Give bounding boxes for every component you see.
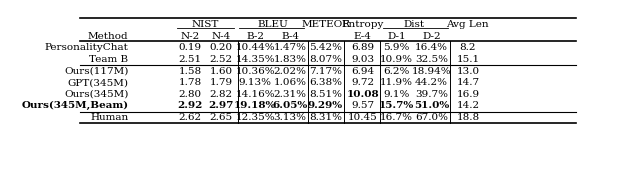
Text: 1.83%: 1.83% (273, 55, 307, 64)
Text: 9.1%: 9.1% (383, 90, 410, 99)
Text: 14.16%: 14.16% (236, 90, 275, 99)
Text: 6.05%: 6.05% (273, 101, 308, 110)
Text: 5.9%: 5.9% (383, 43, 410, 52)
Text: 14.7: 14.7 (456, 78, 479, 87)
Text: N-2: N-2 (180, 32, 200, 41)
Text: 11.9%: 11.9% (380, 78, 413, 87)
Text: 6.2%: 6.2% (383, 67, 410, 76)
Text: Ours(117M): Ours(117M) (64, 67, 129, 76)
Text: Team B: Team B (89, 55, 129, 64)
Text: 2.51: 2.51 (179, 55, 202, 64)
Text: 10.36%: 10.36% (236, 67, 275, 76)
Text: 1.58: 1.58 (179, 67, 202, 76)
Text: Method: Method (88, 32, 129, 41)
Text: 2.97: 2.97 (209, 101, 234, 110)
Text: 19.18%: 19.18% (234, 101, 276, 110)
Text: D-2: D-2 (422, 32, 441, 41)
Text: 0.19: 0.19 (179, 43, 202, 52)
Text: 8.51%: 8.51% (309, 90, 342, 99)
Text: 18.94%: 18.94% (412, 67, 451, 76)
Text: E-4: E-4 (354, 32, 372, 41)
Text: 9.13%: 9.13% (239, 78, 272, 87)
Text: 8.31%: 8.31% (309, 113, 342, 122)
Text: Dist: Dist (403, 20, 424, 29)
Text: 67.0%: 67.0% (415, 113, 448, 122)
Text: 2.02%: 2.02% (273, 67, 307, 76)
Text: Human: Human (90, 113, 129, 122)
Text: 39.7%: 39.7% (415, 90, 448, 99)
Text: 10.44%: 10.44% (236, 43, 275, 52)
Text: 3.13%: 3.13% (273, 113, 307, 122)
Text: 16.7%: 16.7% (380, 113, 413, 122)
Text: 1.60: 1.60 (209, 67, 233, 76)
Text: 14.2: 14.2 (456, 101, 479, 110)
Text: GPT(345M): GPT(345M) (67, 78, 129, 87)
Text: 13.0: 13.0 (456, 67, 479, 76)
Text: 15.7%: 15.7% (379, 101, 414, 110)
Text: 0.20: 0.20 (209, 43, 233, 52)
Text: B-4: B-4 (281, 32, 299, 41)
Text: NIST: NIST (192, 20, 219, 29)
Text: B-2: B-2 (246, 32, 264, 41)
Text: 6.89: 6.89 (351, 43, 374, 52)
Text: 2.92: 2.92 (177, 101, 202, 110)
Text: 2.82: 2.82 (209, 90, 233, 99)
Text: Ours(345M): Ours(345M) (64, 90, 129, 99)
Text: 6.94: 6.94 (351, 67, 374, 76)
Text: 14.35%: 14.35% (236, 55, 275, 64)
Text: 9.03: 9.03 (351, 55, 374, 64)
Text: 9.29%: 9.29% (308, 101, 343, 110)
Text: 2.52: 2.52 (209, 55, 233, 64)
Text: Entropy: Entropy (342, 20, 384, 29)
Text: 1.79: 1.79 (209, 78, 233, 87)
Text: 9.72: 9.72 (351, 78, 374, 87)
Text: 16.9: 16.9 (456, 90, 479, 99)
Text: 12.35%: 12.35% (236, 113, 275, 122)
Text: BLEU: BLEU (257, 20, 288, 29)
Text: 8.2: 8.2 (460, 43, 476, 52)
Text: N-4: N-4 (211, 32, 231, 41)
Text: PersonalityChat: PersonalityChat (45, 43, 129, 52)
Text: D-1: D-1 (387, 32, 406, 41)
Text: 44.2%: 44.2% (415, 78, 448, 87)
Text: 10.9%: 10.9% (380, 55, 413, 64)
Text: 2.80: 2.80 (179, 90, 202, 99)
Text: 15.1: 15.1 (456, 55, 479, 64)
Text: 7.17%: 7.17% (309, 67, 342, 76)
Text: 5.42%: 5.42% (309, 43, 342, 52)
Text: 51.0%: 51.0% (414, 101, 449, 110)
Text: 2.62: 2.62 (179, 113, 202, 122)
Text: 8.07%: 8.07% (309, 55, 342, 64)
Text: 9.57: 9.57 (351, 101, 374, 110)
Text: 16.4%: 16.4% (415, 43, 448, 52)
Text: 18.8: 18.8 (456, 113, 479, 122)
Text: 10.08: 10.08 (346, 90, 379, 99)
Text: Avg Len: Avg Len (447, 20, 489, 29)
Text: 2.65: 2.65 (209, 113, 233, 122)
Text: 6.38%: 6.38% (309, 78, 342, 87)
Text: 1.06%: 1.06% (273, 78, 307, 87)
Text: 2.31%: 2.31% (273, 90, 307, 99)
Text: 1.78: 1.78 (179, 78, 202, 87)
Text: 10.45: 10.45 (348, 113, 378, 122)
Text: 32.5%: 32.5% (415, 55, 448, 64)
Text: Ours(345M,Beam): Ours(345M,Beam) (21, 101, 129, 110)
Text: METEOR: METEOR (301, 20, 350, 29)
Text: 1.47%: 1.47% (273, 43, 307, 52)
